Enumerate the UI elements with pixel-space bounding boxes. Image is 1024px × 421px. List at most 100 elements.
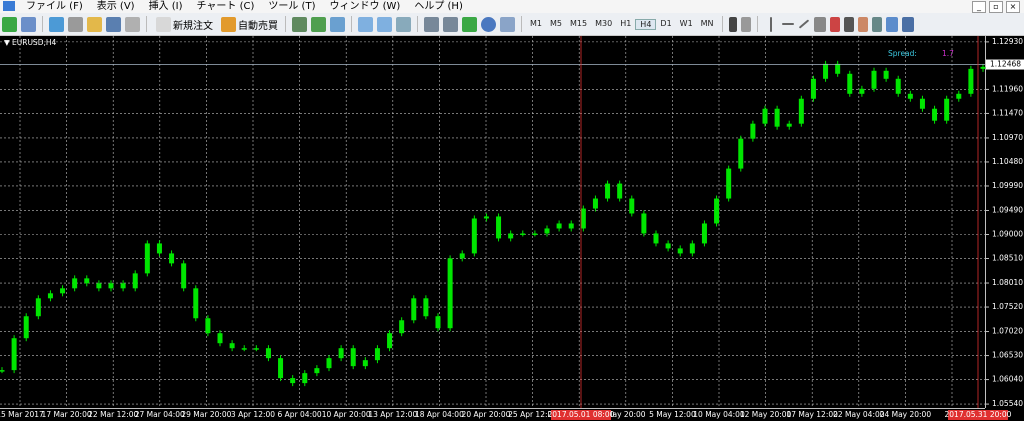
- candle: [944, 98, 950, 121]
- minimize-button[interactable]: _: [972, 1, 986, 13]
- periods-icon[interactable]: [481, 16, 496, 32]
- y-tick-label: 1.07020: [992, 327, 1023, 336]
- timeframe-button[interactable]: M30: [595, 18, 613, 28]
- candle: [72, 278, 78, 289]
- auto-trading-button[interactable]: 自動売買: [216, 16, 281, 32]
- menu-item[interactable]: ファイル (F): [26, 1, 83, 12]
- menu-item[interactable]: ツール (T): [268, 1, 316, 12]
- separator-label: 2017.05.01 08:00: [548, 410, 615, 419]
- x-tick-label: 3 Apr 12:00: [231, 410, 275, 419]
- candle: [701, 223, 707, 244]
- candle: [798, 98, 804, 124]
- new-order-button[interactable]: 新規注文: [151, 16, 216, 32]
- zoom-out-icon[interactable]: [377, 16, 392, 32]
- y-tick-label: 1.10480: [992, 157, 1023, 166]
- timeframe-button[interactable]: H4: [635, 18, 657, 30]
- candle: [290, 378, 296, 384]
- candle: [859, 88, 865, 94]
- timeframe-button[interactable]: M15: [570, 18, 588, 28]
- new-order-icon: [156, 16, 171, 32]
- x-tick-label: 22 May 04:00: [833, 410, 885, 419]
- candle: [423, 298, 429, 317]
- x-tick-label: May 20:00: [606, 410, 646, 419]
- tile-icon[interactable]: [396, 16, 411, 32]
- navigator-icon[interactable]: [87, 16, 102, 32]
- menu-item[interactable]: 挿入 (I): [148, 1, 183, 12]
- candle: [496, 216, 502, 239]
- x-tick-label: 6 Apr 04:00: [278, 410, 322, 419]
- community-icon[interactable]: [901, 16, 914, 32]
- timeframe-button[interactable]: M5: [550, 18, 562, 28]
- x-tick-label: 25 Apr 12:00: [508, 410, 557, 419]
- candle: [265, 348, 271, 359]
- spread-label: Spread:: [888, 49, 917, 58]
- separator: [42, 16, 43, 32]
- scroll-icon[interactable]: [424, 16, 439, 32]
- candle: [144, 243, 150, 274]
- candle: [871, 70, 877, 89]
- line-chart-icon[interactable]: [330, 16, 345, 32]
- search-icon[interactable]: [885, 16, 898, 32]
- candle: [253, 348, 259, 350]
- candle: [108, 283, 114, 289]
- close-button[interactable]: ×: [1006, 1, 1020, 13]
- channel-icon[interactable]: [813, 16, 826, 32]
- candle: [508, 233, 514, 239]
- restore-button[interactable]: ▫: [989, 1, 1003, 13]
- candle: [314, 368, 320, 374]
- fibo-icon[interactable]: [829, 16, 840, 32]
- timeframe-button[interactable]: H1: [620, 18, 632, 28]
- candle: [302, 373, 308, 384]
- cursor-icon[interactable]: [728, 16, 737, 32]
- terminal-icon[interactable]: [106, 16, 121, 32]
- timeframe-button[interactable]: MN: [700, 18, 714, 28]
- y-tick-label: 1.11960: [992, 84, 1023, 93]
- candle: [750, 123, 756, 139]
- candle: [641, 213, 647, 234]
- candle: [132, 273, 138, 289]
- candle: [181, 263, 187, 289]
- arrows-icon[interactable]: [871, 16, 882, 32]
- candle: [241, 348, 247, 350]
- current-price-label: 1.12468: [990, 60, 1021, 69]
- menu-item[interactable]: ヘルプ (H): [414, 1, 463, 12]
- hline-icon[interactable]: [781, 23, 794, 25]
- profiles-icon[interactable]: [21, 16, 36, 32]
- x-tick-label: 15 Mar 2017: [0, 410, 44, 419]
- templates-icon[interactable]: [500, 16, 515, 32]
- candle: [835, 63, 841, 74]
- data-window-icon[interactable]: [68, 16, 83, 32]
- label-icon[interactable]: [857, 16, 868, 32]
- candle: [350, 348, 356, 367]
- indicators-icon[interactable]: [462, 16, 477, 32]
- window-controls: _ ▫ ×: [972, 1, 1020, 13]
- candle: [895, 78, 901, 94]
- y-tick-label: 1.08510: [992, 254, 1023, 263]
- x-tick-label: 24 May 20:00: [880, 410, 932, 419]
- vline-icon[interactable]: [769, 16, 772, 32]
- candle: [544, 228, 550, 234]
- candle: [374, 348, 380, 361]
- candle: [786, 123, 792, 127]
- bar-chart-icon[interactable]: [292, 16, 307, 32]
- timeframe-button[interactable]: D1: [660, 18, 672, 28]
- menu-item[interactable]: 表示 (V): [96, 1, 135, 12]
- spread-value: 1.7: [942, 49, 954, 58]
- tester-icon[interactable]: [125, 16, 140, 32]
- crosshair-icon[interactable]: [740, 16, 751, 32]
- new-chart-icon[interactable]: [2, 16, 17, 32]
- y-tick-label: 1.06040: [992, 375, 1023, 384]
- text-icon[interactable]: [843, 16, 854, 32]
- candle-chart-icon[interactable]: [311, 16, 326, 32]
- market-watch-icon[interactable]: [49, 16, 64, 32]
- shift-icon[interactable]: [443, 16, 458, 32]
- zoom-in-icon[interactable]: [358, 16, 373, 32]
- trendline-icon[interactable]: [798, 19, 809, 29]
- menu-item[interactable]: チャート (C): [196, 1, 255, 12]
- x-tick-label: 17 May 12:00: [786, 410, 838, 419]
- separator: [417, 16, 418, 32]
- candle: [278, 358, 284, 379]
- menu-item[interactable]: ウィンドウ (W): [329, 1, 401, 12]
- timeframe-button[interactable]: W1: [679, 18, 693, 28]
- timeframe-button[interactable]: M1: [530, 18, 542, 28]
